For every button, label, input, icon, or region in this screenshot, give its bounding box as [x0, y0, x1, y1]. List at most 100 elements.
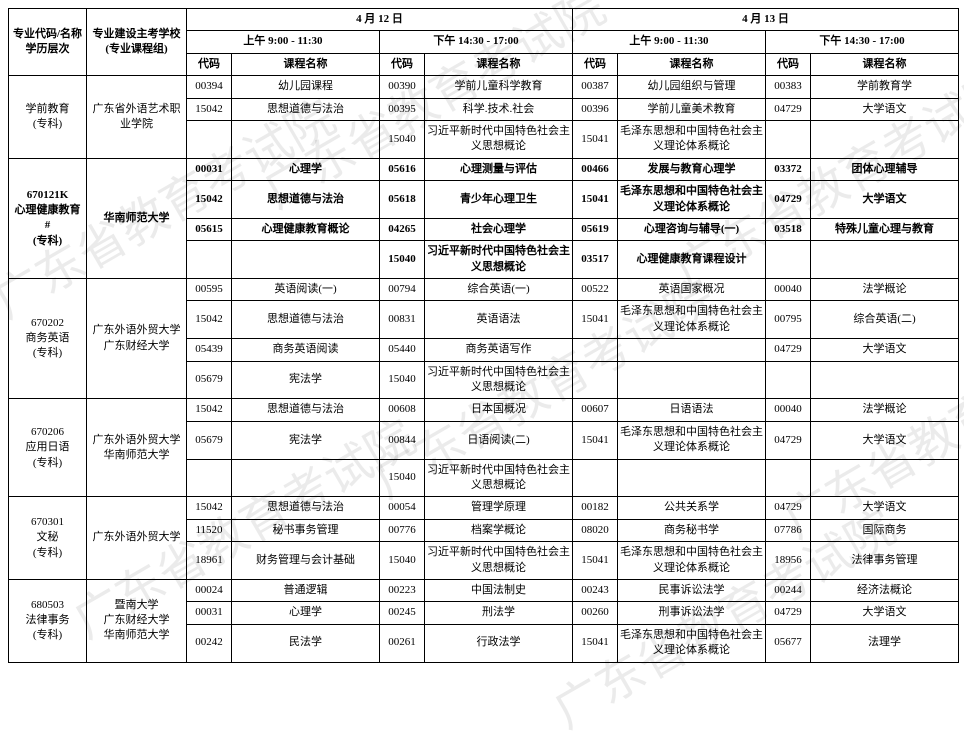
course-code: 00395 — [380, 98, 425, 120]
course-name: 宪法学 — [232, 361, 380, 399]
course-name: 法理学 — [811, 624, 959, 662]
header-day1: 4 月 12 日 — [187, 9, 573, 31]
course-name: 公共关系学 — [618, 497, 766, 519]
course-code: 05679 — [187, 361, 232, 399]
course-name: 心理咨询与辅导(一) — [618, 218, 766, 240]
course-code: 00595 — [187, 279, 232, 301]
header-school: 专业建设主考学校(专业课程组) — [87, 9, 187, 76]
course-name — [811, 459, 959, 497]
course-code — [766, 241, 811, 279]
course-name: 日本国概况 — [425, 399, 573, 421]
course-code: 04729 — [766, 98, 811, 120]
header-session: 上午 9:00 - 11:30 — [187, 31, 380, 53]
course-code — [573, 361, 618, 399]
header-session: 下午 14:30 - 17:00 — [380, 31, 573, 53]
header-day2: 4 月 13 日 — [573, 9, 959, 31]
course-name: 秘书事务管理 — [232, 519, 380, 541]
header-session: 上午 9:00 - 11:30 — [573, 31, 766, 53]
course-code: 15042 — [187, 98, 232, 120]
course-name: 学前教育学 — [811, 76, 959, 98]
header-major: 专业代码/名称学历层次 — [9, 9, 87, 76]
course-name: 日语语法 — [618, 399, 766, 421]
course-name: 档案学概论 — [425, 519, 573, 541]
major-title: 670202商务英语(专科) — [9, 279, 87, 399]
table-row: 670206应用日语(专科)广东外语外贸大学华南师范大学15042思想道德与法治… — [9, 399, 959, 421]
course-code: 04729 — [766, 181, 811, 219]
course-name: 法律事务管理 — [811, 542, 959, 580]
course-code: 15042 — [187, 301, 232, 339]
course-code: 00776 — [380, 519, 425, 541]
course-name: 团体心理辅导 — [811, 158, 959, 180]
course-name: 思想道德与法治 — [232, 301, 380, 339]
course-code — [766, 120, 811, 158]
course-code: 00242 — [187, 624, 232, 662]
course-code: 00261 — [380, 624, 425, 662]
course-name: 习近平新时代中国特色社会主义思想概论 — [425, 361, 573, 399]
course-name: 日语阅读(二) — [425, 421, 573, 459]
course-name: 心理测量与评估 — [425, 158, 573, 180]
course-code: 05615 — [187, 218, 232, 240]
course-name: 毛泽东思想和中国特色社会主义理论体系概论 — [618, 421, 766, 459]
major-title: 670301文秘(专科) — [9, 497, 87, 580]
course-name: 综合英语(一) — [425, 279, 573, 301]
course-code: 15041 — [573, 181, 618, 219]
course-name: 社会心理学 — [425, 218, 573, 240]
course-code: 00607 — [573, 399, 618, 421]
course-name — [811, 241, 959, 279]
course-name: 普通逻辑 — [232, 579, 380, 601]
course-code: 00608 — [380, 399, 425, 421]
course-name: 财务管理与会计基础 — [232, 542, 380, 580]
course-name: 心理学 — [232, 602, 380, 624]
major-title: 680503法律事务(专科) — [9, 579, 87, 662]
course-code: 15040 — [380, 542, 425, 580]
course-code: 05619 — [573, 218, 618, 240]
course-code: 08020 — [573, 519, 618, 541]
course-name: 思想道德与法治 — [232, 98, 380, 120]
course-code: 00522 — [573, 279, 618, 301]
course-code: 00223 — [380, 579, 425, 601]
course-name: 毛泽东思想和中国特色社会主义理论体系概论 — [618, 301, 766, 339]
course-code: 00024 — [187, 579, 232, 601]
major-school: 暨南大学广东财经大学华南师范大学 — [87, 579, 187, 662]
header-code: 代码 — [187, 53, 232, 75]
course-name: 商务秘书学 — [618, 519, 766, 541]
course-code: 00387 — [573, 76, 618, 98]
course-code: 00260 — [573, 602, 618, 624]
course-name: 学前儿童美术教育 — [618, 98, 766, 120]
course-name: 国际商务 — [811, 519, 959, 541]
course-name: 宪法学 — [232, 421, 380, 459]
course-code: 00794 — [380, 279, 425, 301]
course-name: 毛泽东思想和中国特色社会主义理论体系概论 — [618, 542, 766, 580]
course-code: 03372 — [766, 158, 811, 180]
course-name — [232, 459, 380, 497]
course-code — [573, 339, 618, 361]
course-code: 05618 — [380, 181, 425, 219]
course-code: 11520 — [187, 519, 232, 541]
course-name: 习近平新时代中国特色社会主义思想概论 — [425, 241, 573, 279]
course-name: 心理学 — [232, 158, 380, 180]
course-name: 商务英语阅读 — [232, 339, 380, 361]
course-code: 05616 — [380, 158, 425, 180]
major-title: 670121K心理健康教育#(专科) — [9, 158, 87, 278]
header-course-name: 课程名称 — [618, 53, 766, 75]
course-code: 15041 — [573, 120, 618, 158]
header-code: 代码 — [573, 53, 618, 75]
course-code: 15042 — [187, 497, 232, 519]
course-name: 思想道德与法治 — [232, 181, 380, 219]
course-code: 00182 — [573, 497, 618, 519]
course-code: 15041 — [573, 421, 618, 459]
course-name: 经济法概论 — [811, 579, 959, 601]
exam-schedule-table: 专业代码/名称学历层次专业建设主考学校(专业课程组)4 月 12 日4 月 13… — [8, 8, 959, 663]
major-school: 广东外语外贸大学广东财经大学 — [87, 279, 187, 399]
header-course-name: 课程名称 — [425, 53, 573, 75]
course-name: 刑事诉讼法学 — [618, 602, 766, 624]
course-code: 15040 — [380, 241, 425, 279]
course-code: 04729 — [766, 339, 811, 361]
course-name: 习近平新时代中国特色社会主义思想概论 — [425, 459, 573, 497]
header-code: 代码 — [380, 53, 425, 75]
course-code: 05439 — [187, 339, 232, 361]
course-code: 04729 — [766, 497, 811, 519]
course-code: 18956 — [766, 542, 811, 580]
course-code: 03518 — [766, 218, 811, 240]
course-name: 特殊儿童心理与教育 — [811, 218, 959, 240]
